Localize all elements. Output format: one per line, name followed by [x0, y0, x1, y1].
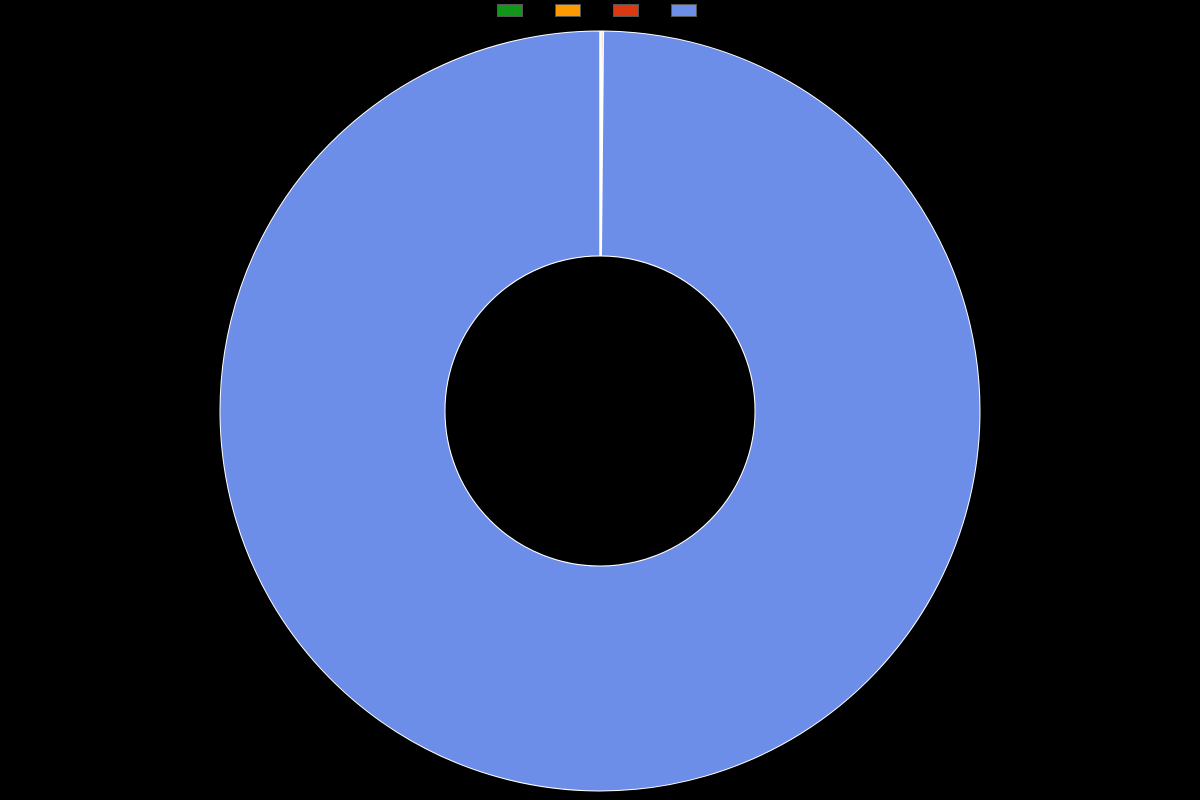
legend-swatch-2 [613, 4, 639, 17]
legend-item-3[interactable] [671, 4, 703, 17]
legend-swatch-3 [671, 4, 697, 17]
chart-container [0, 22, 1200, 800]
legend [0, 4, 1200, 17]
donut-chart [0, 22, 1200, 800]
legend-swatch-1 [555, 4, 581, 17]
legend-item-0[interactable] [497, 4, 529, 17]
donut-hole [445, 256, 755, 566]
page [0, 0, 1200, 800]
legend-item-2[interactable] [613, 4, 645, 17]
legend-item-1[interactable] [555, 4, 587, 17]
legend-swatch-0 [497, 4, 523, 17]
